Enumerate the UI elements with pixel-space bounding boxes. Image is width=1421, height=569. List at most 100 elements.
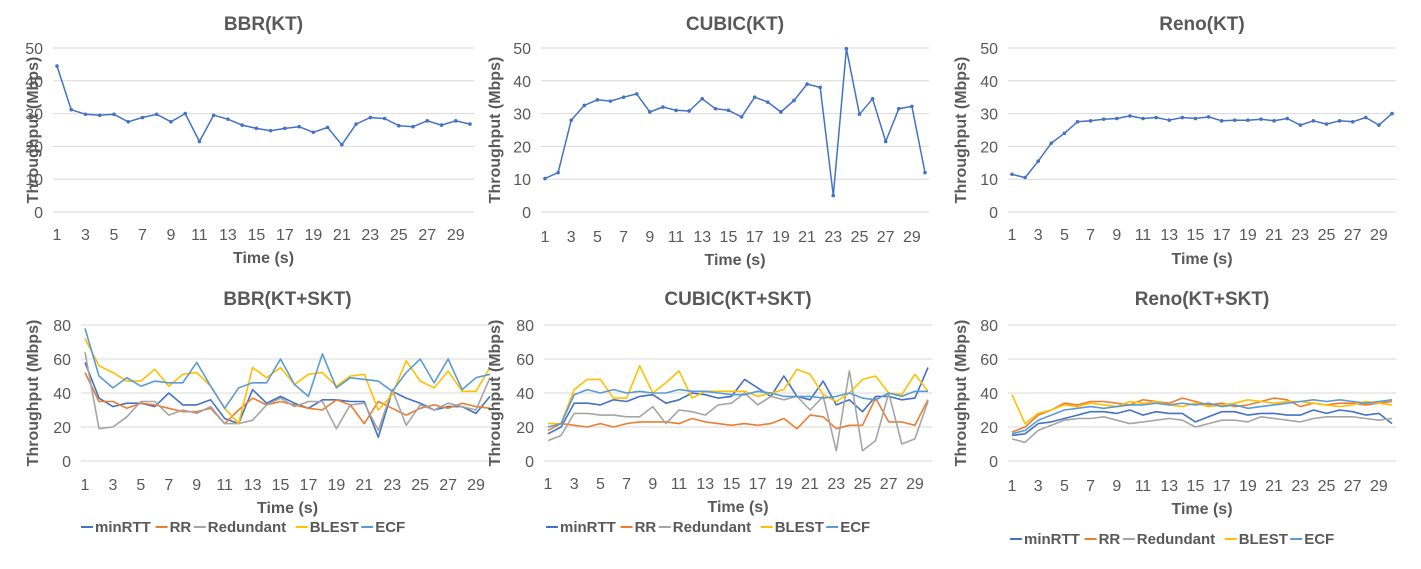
x-tick-label: 15 bbox=[272, 477, 290, 494]
series-line-ecf bbox=[84, 328, 491, 410]
data-point bbox=[439, 123, 444, 127]
data-point bbox=[779, 110, 783, 114]
legend-label: RR bbox=[1099, 531, 1121, 548]
data-point bbox=[197, 139, 202, 144]
x-tick-label: 3 bbox=[108, 477, 117, 494]
y-tick-label: 0 bbox=[62, 454, 71, 471]
legend-label: minRTT bbox=[1024, 531, 1080, 548]
data-point bbox=[396, 123, 401, 128]
y-tick-label: 20 bbox=[53, 420, 71, 437]
data-point bbox=[634, 92, 639, 96]
data-point bbox=[240, 123, 244, 127]
data-point bbox=[923, 170, 927, 175]
x-tick-label: 3 bbox=[1034, 478, 1043, 495]
x-tick-label: 21 bbox=[1265, 478, 1283, 495]
series-line-rr bbox=[547, 397, 929, 432]
legend-label: BLEST bbox=[1239, 531, 1288, 548]
y-tick-label: 50 bbox=[980, 41, 998, 58]
legend: minRTT RR Redundant BLEST ECF bbox=[81, 519, 405, 536]
data-point bbox=[844, 46, 849, 51]
data-point bbox=[1377, 123, 1381, 127]
data-point bbox=[382, 116, 387, 121]
x-tick-label: 9 bbox=[1112, 478, 1121, 495]
x-tick-label: 11 bbox=[671, 476, 688, 493]
legend-label: RR bbox=[635, 519, 657, 536]
y-axis-label: Throughput (Mbps) bbox=[25, 57, 42, 204]
data-point bbox=[1128, 114, 1132, 118]
x-tick-label: 23 bbox=[827, 476, 845, 493]
series-line-rr bbox=[84, 372, 491, 425]
x-tick-label: 1 bbox=[81, 477, 90, 494]
x-tick-label: 23 bbox=[383, 477, 401, 494]
y-tick-label: 0 bbox=[522, 205, 531, 222]
x-tick-label: 13 bbox=[696, 476, 714, 493]
data-point bbox=[582, 103, 587, 108]
data-point bbox=[1298, 123, 1303, 127]
data-point bbox=[183, 111, 187, 116]
y-tick-label: 40 bbox=[53, 386, 71, 403]
series-line-throughput bbox=[544, 47, 926, 197]
data-point bbox=[883, 139, 888, 144]
data-point bbox=[1363, 115, 1368, 120]
x-tick-label: 27 bbox=[1344, 478, 1362, 495]
data-point bbox=[283, 126, 287, 131]
x-tick-label: 5 bbox=[1060, 227, 1069, 244]
data-point bbox=[1193, 116, 1198, 121]
data-point bbox=[621, 95, 626, 99]
legend-label: BLEST bbox=[310, 519, 359, 536]
data-point bbox=[1337, 119, 1342, 123]
data-point bbox=[1036, 159, 1041, 163]
y-tick-label: 30 bbox=[25, 107, 43, 124]
x-tick-label: 19 bbox=[772, 229, 790, 246]
data-point bbox=[354, 122, 358, 126]
x-tick-label: 1 bbox=[541, 229, 550, 246]
x-tick-label: 27 bbox=[418, 227, 436, 244]
y-tick-label: 50 bbox=[25, 41, 43, 58]
y-tick-label: 80 bbox=[980, 318, 998, 335]
data-point bbox=[1141, 116, 1145, 121]
data-point bbox=[1101, 117, 1106, 121]
x-tick-label: 27 bbox=[439, 477, 457, 494]
legend-label: Redundant bbox=[208, 519, 286, 536]
y-tick-label: 0 bbox=[989, 205, 998, 222]
x-tick-label: 3 bbox=[567, 229, 576, 246]
x-tick-label: 5 bbox=[110, 227, 119, 244]
legend-label: minRTT bbox=[95, 519, 151, 536]
x-tick-label: 23 bbox=[1291, 227, 1309, 244]
x-tick-label: 7 bbox=[164, 477, 173, 494]
x-tick-label: 11 bbox=[1135, 478, 1152, 495]
x-tick-label: 19 bbox=[775, 476, 793, 493]
x-tick-label: 5 bbox=[136, 477, 145, 494]
series-line-blest bbox=[1011, 394, 1393, 425]
chart-title: BBR(KT) bbox=[224, 14, 303, 35]
x-tick-label: 11 bbox=[1135, 227, 1152, 244]
y-tick-label: 80 bbox=[53, 318, 71, 335]
x-tick-label: 15 bbox=[247, 227, 265, 244]
y-axis-label: Throughput (Mbps) bbox=[953, 57, 970, 204]
data-point bbox=[1324, 122, 1329, 126]
x-tick-label: 21 bbox=[801, 476, 819, 493]
series-line-throughput bbox=[1011, 113, 1393, 179]
x-tick-label: 19 bbox=[1239, 478, 1257, 495]
data-point bbox=[1311, 119, 1316, 123]
x-tick-label: 7 bbox=[622, 476, 631, 493]
x-tick-label: 9 bbox=[645, 229, 654, 246]
x-tick-label: 11 bbox=[216, 477, 233, 494]
x-axis-label: Time (s) bbox=[704, 252, 765, 269]
chart-title: Reno(KT+SKT) bbox=[1135, 289, 1270, 310]
legend-label: ECF bbox=[375, 519, 405, 536]
x-tick-label: 23 bbox=[824, 229, 842, 246]
y-axis-label: Throughput (Mbps) bbox=[487, 57, 504, 204]
legend-label: RR bbox=[170, 519, 192, 536]
data-point bbox=[453, 119, 458, 123]
data-point bbox=[870, 97, 875, 101]
x-tick-label: 1 bbox=[1008, 227, 1017, 244]
x-tick-label: 17 bbox=[1213, 478, 1231, 495]
x-tick-label: 21 bbox=[355, 477, 373, 494]
x-tick-label: 13 bbox=[244, 477, 262, 494]
legend-label: minRTT bbox=[560, 519, 616, 536]
y-axis-label: Throughput (Mbps) bbox=[953, 320, 970, 467]
data-point bbox=[1115, 116, 1119, 121]
